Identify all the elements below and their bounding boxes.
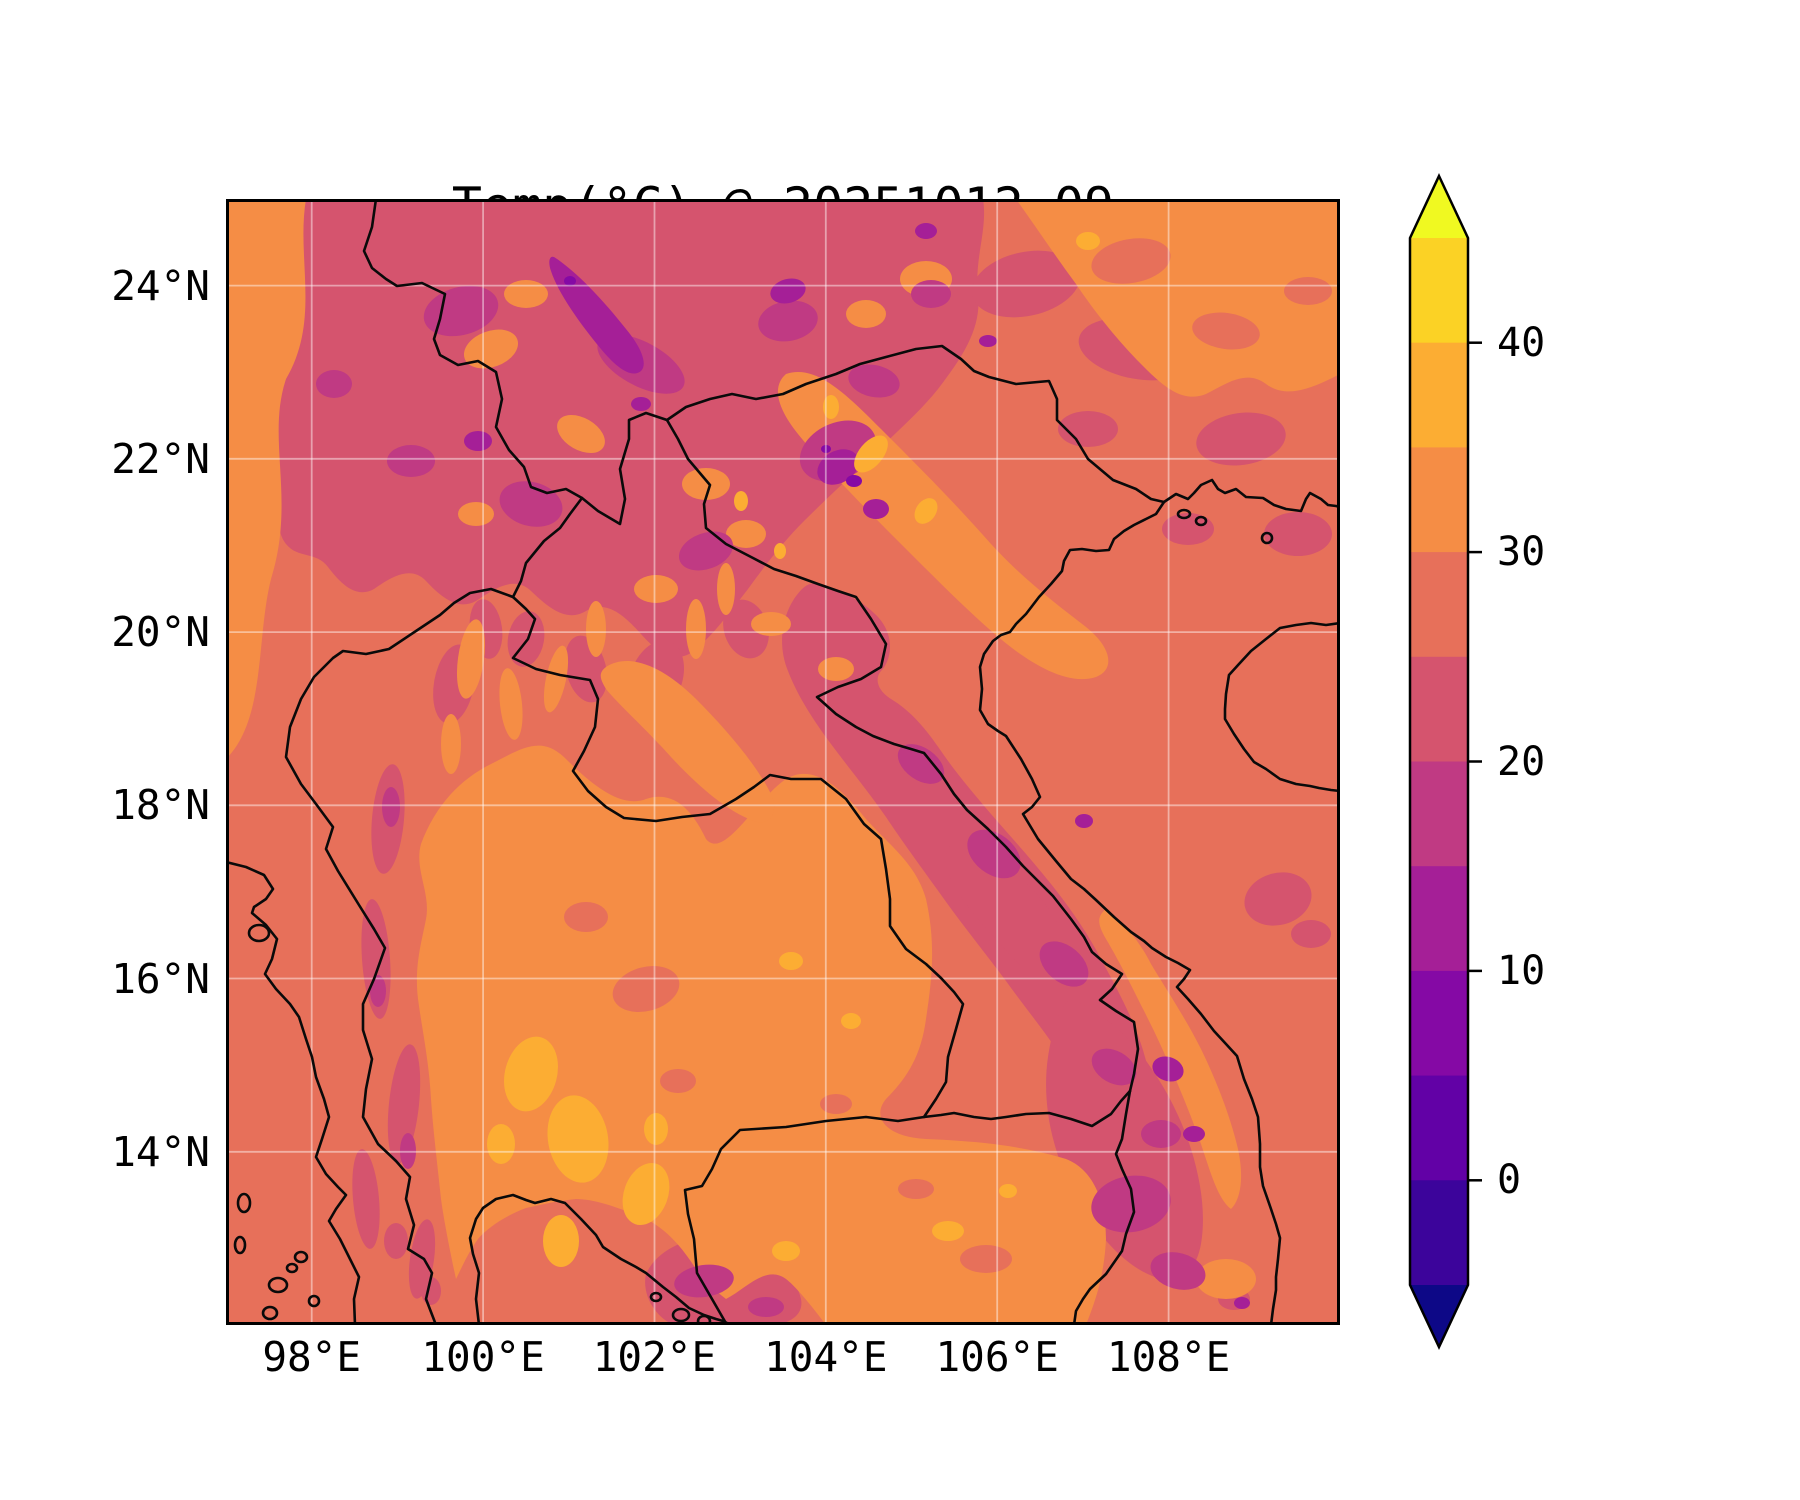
island [696, 1314, 712, 1325]
colorbar-outline [1408, 173, 1470, 1350]
border-laos-vietnam [665, 418, 1140, 1093]
colorbar-tick-label: 40 [1497, 319, 1546, 366]
y-tick-label: 14°N [111, 1127, 210, 1176]
island [233, 1235, 247, 1255]
colorbar-tick-label: 30 [1497, 529, 1546, 576]
x-tick-label: 102°E [592, 1333, 717, 1381]
island [236, 1192, 252, 1214]
coastline-myanmar-andaman [226, 860, 361, 1325]
map-plot [226, 199, 1340, 1325]
island [293, 1250, 309, 1264]
coastline-gulf-of-thailand [468, 1193, 733, 1325]
island [267, 1276, 289, 1294]
country-borders-coastlines [226, 199, 1340, 1325]
axes-frame [226, 199, 1340, 1325]
border-thailand-myanmar [284, 587, 515, 1325]
coastline-china-guangxi [1162, 478, 1340, 513]
border-vietnam-cambodia [1072, 1089, 1136, 1325]
border-laos-cambodia [922, 1089, 1132, 1128]
colorbar-segment [1410, 447, 1468, 553]
island [1260, 531, 1274, 545]
island [307, 1294, 321, 1308]
colorbar-segment [1410, 970, 1468, 1077]
island [1176, 508, 1192, 520]
colorbar-tick-label: 0 [1497, 1157, 1522, 1204]
island [247, 923, 271, 943]
x-tick-label: 108°E [1106, 1333, 1231, 1381]
colorbar-segment [1410, 552, 1468, 658]
border-thailand-laos-cambodia [511, 595, 965, 1325]
colorbar-tick-label: 20 [1497, 738, 1546, 785]
y-tick-label: 16°N [111, 954, 210, 1003]
y-tick-label: 18°N [111, 781, 210, 830]
graticule-gridlines [226, 199, 1340, 1325]
island [1194, 515, 1208, 527]
colorbar-segment [1410, 342, 1468, 448]
border-myanmar-china [362, 199, 669, 526]
field-10-15C [464, 223, 1250, 1309]
colorbar-segment [1410, 656, 1468, 762]
colorbar-segment [1410, 1075, 1468, 1181]
colorbar-segment [1410, 1180, 1468, 1286]
colorbar-tick-label: 10 [1497, 947, 1546, 994]
island [649, 1291, 663, 1303]
colorbar [1408, 173, 1482, 1350]
x-tick-label: 100°E [421, 1333, 545, 1381]
field-15-20C [316, 280, 1206, 1317]
field-5-10C [564, 276, 862, 487]
field-25-30C-patches [564, 238, 1332, 1273]
y-tick-label: 24°N [111, 261, 210, 310]
x-tick-label: 106°E [935, 1333, 1059, 1381]
x-tick-label: 104°E [764, 1333, 888, 1381]
border-china-vietnam [665, 344, 1166, 504]
y-tick-label: 20°N [111, 608, 210, 657]
island [261, 1305, 279, 1321]
coastline-hainan [1223, 621, 1340, 793]
colorbar-segment [1410, 761, 1468, 867]
temperature-contour-map [226, 199, 1340, 1325]
x-tick-label: 98°E [262, 1333, 362, 1381]
border-myanmar-laos [511, 496, 584, 599]
coastline-vietnam [978, 500, 1282, 1325]
island [671, 1307, 691, 1323]
colorbar-over-arrow [1410, 176, 1468, 238]
y-tick-label: 22°N [111, 434, 210, 483]
island [285, 1262, 299, 1274]
colorbar-segment [1410, 238, 1468, 344]
colorbar-segment [1410, 866, 1468, 972]
colorbar-under-arrow [1410, 1285, 1468, 1347]
field-35-40C [487, 232, 1100, 1267]
